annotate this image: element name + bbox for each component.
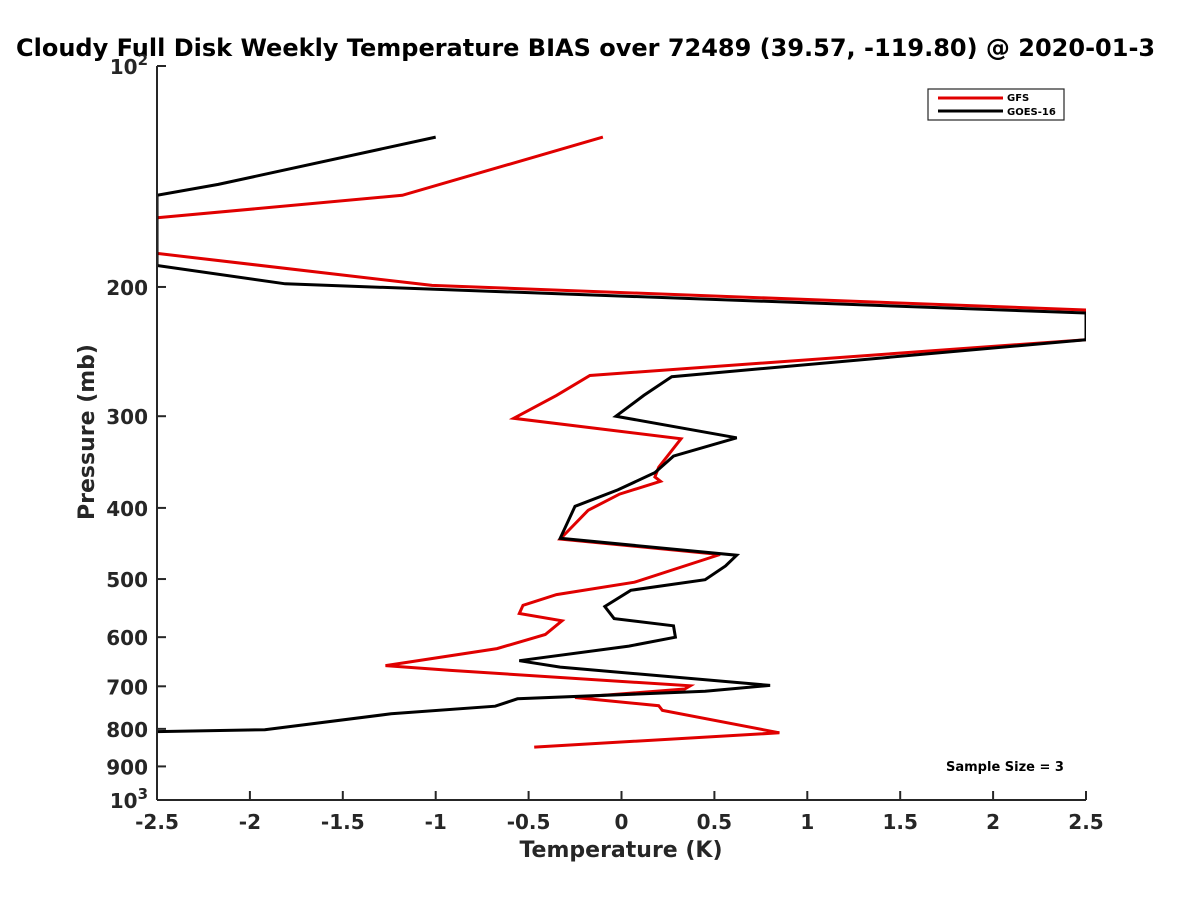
y-tick-label: 800 <box>106 718 148 742</box>
x-tick-label: 2 <box>986 810 1000 834</box>
y-tick-label: 500 <box>106 568 148 592</box>
x-tick-label: -1.5 <box>321 810 365 834</box>
x-tick-label: 1 <box>800 810 814 834</box>
x-tick-label: 0 <box>615 810 629 834</box>
y-tick-label: 103 <box>110 785 148 813</box>
y-tick-label: 600 <box>106 626 148 650</box>
x-tick-label: -0.5 <box>507 810 551 834</box>
x-tick-label: 2.5 <box>1068 810 1103 834</box>
chart-title: Cloudy Full Disk Weekly Temperature BIAS… <box>16 34 1155 62</box>
x-tick-label: -2.5 <box>135 810 179 834</box>
x-tick-label: 1.5 <box>882 810 917 834</box>
x-tick-label: 0.5 <box>697 810 732 834</box>
y-tick-label: 700 <box>106 675 148 699</box>
x-axis-label: Temperature (K) <box>519 838 722 863</box>
legend-label-gfs: GFS <box>1007 93 1029 104</box>
legend: GFS GOES-16 <box>927 88 1065 121</box>
y-axis-label: Pressure (mb) <box>75 344 100 520</box>
sample-size-annotation: Sample Size = 3 <box>946 760 1064 775</box>
y-tick-label: 900 <box>106 755 148 779</box>
legend-label-goes16: GOES-16 <box>1007 107 1056 118</box>
y-tick-label: 102 <box>110 51 148 79</box>
series-line-goes-16 <box>157 135 1086 734</box>
series-layer <box>157 135 1086 749</box>
axes-layer: -2.5 -2 -1.5 -1 -0.5 0 0.5 1 1.5 2 2.5 102 200 300 400… <box>106 51 1103 834</box>
y-tick-label: 200 <box>106 276 148 300</box>
y-tick-label: 300 <box>106 405 148 429</box>
y-tick-label: 400 <box>106 497 148 521</box>
x-tick-label: -1 <box>425 810 447 834</box>
legend-box <box>927 88 1065 121</box>
x-tick-label: -2 <box>239 810 261 834</box>
